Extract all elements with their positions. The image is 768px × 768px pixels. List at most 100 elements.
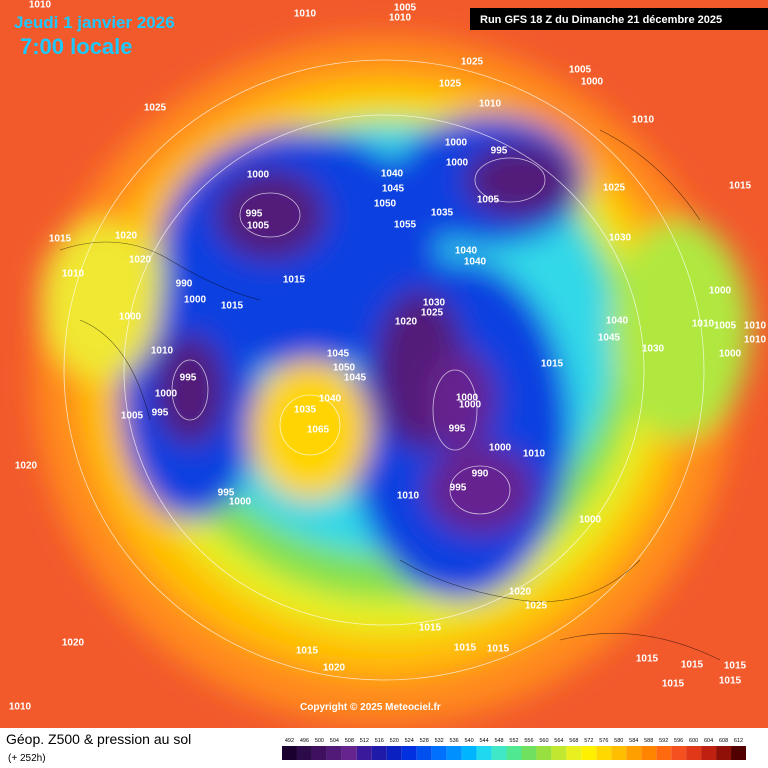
isobar-label: 1040	[381, 169, 404, 180]
isobar-label: 1055	[394, 220, 417, 231]
isobar-label: 1015	[221, 301, 244, 312]
isobar-label: 1000	[446, 158, 469, 169]
isobar-label: 1020	[15, 461, 38, 472]
isobar-label: 1005	[247, 221, 270, 232]
scale-swatch	[626, 746, 642, 760]
isobar-label: 1005	[714, 321, 737, 332]
scale-label: 520	[390, 738, 399, 744]
isobar-label: 1015	[541, 359, 564, 370]
scale-label: 572	[584, 738, 593, 744]
scale-swatch	[476, 746, 492, 760]
scale-swatch	[506, 746, 522, 760]
scale-label: 592	[659, 738, 668, 744]
isobar-label: 1010	[632, 115, 655, 126]
isobar-label: 1015	[49, 234, 72, 245]
isobar-label: 1000	[456, 393, 479, 404]
isobar-label: 1025	[421, 308, 444, 319]
isobar-label: 1000	[184, 295, 207, 306]
isobar-label: 1015	[724, 661, 747, 672]
isobar-label: 1015	[283, 275, 306, 286]
run-info: Run GFS 18 Z du Dimanche 21 décembre 202…	[480, 14, 722, 26]
scale-label: 496	[300, 738, 309, 744]
scale-swatch	[686, 746, 702, 760]
scale-swatch	[656, 746, 672, 760]
isobar-label: 995	[152, 408, 169, 419]
run-box	[470, 8, 768, 30]
isobar-label: 1010	[29, 0, 52, 11]
isobar-label: 1015	[419, 623, 442, 634]
scale-swatch	[311, 746, 327, 760]
scale-label: 576	[599, 738, 608, 744]
scale-label: 564	[554, 738, 563, 744]
isobar-label: 1000	[155, 389, 178, 400]
scale-label: 596	[674, 738, 683, 744]
color-scale: 492 496 500 504 508 512 516 520 524 528 532 536 540 5…	[282, 738, 746, 760]
scale-swatch	[371, 746, 387, 760]
scale-label: 508	[345, 738, 354, 744]
scale-swatch	[401, 746, 417, 760]
scale-label: 560	[539, 738, 548, 744]
isobar-label: 995	[449, 424, 466, 435]
isobar-label: 1015	[681, 660, 704, 671]
scale-swatch	[296, 746, 312, 760]
isobar-label: 1010	[62, 269, 85, 280]
isobar-label: 1025	[603, 183, 626, 194]
isobar-label: 1020	[62, 638, 85, 649]
scale-swatch	[282, 746, 297, 760]
scale-label: 568	[569, 738, 578, 744]
scale-label: 608	[719, 738, 728, 744]
isobar-label: 1005	[569, 65, 592, 76]
scale-label: 532	[435, 738, 444, 744]
isobar-label: 995	[450, 483, 467, 494]
scale-label: 540	[465, 738, 474, 744]
isobar-label: 1025	[525, 601, 548, 612]
isobar-label: 1010	[294, 9, 317, 20]
isobar-label: 1015	[636, 654, 659, 665]
scale-swatch	[731, 746, 746, 760]
scale-swatch	[356, 746, 372, 760]
isobar-label: 1020	[395, 317, 418, 328]
isobar-label: 990	[176, 279, 193, 290]
scale-label: 556	[524, 738, 533, 744]
isobar-label: 1005	[121, 411, 144, 422]
forecast-time: 7:00 locale	[20, 34, 133, 59]
isobar-label: 1040	[319, 394, 342, 405]
scale-swatch	[671, 746, 687, 760]
scale-label: 544	[479, 738, 488, 744]
isobar-label: 1040	[455, 246, 478, 257]
isobar-label: 1025	[439, 79, 462, 90]
isobar-label: 1010	[692, 319, 715, 330]
scale-swatch	[536, 746, 552, 760]
isobar-label: 1030	[609, 233, 632, 244]
scale-swatch	[491, 746, 507, 760]
scale-label: 492	[285, 738, 294, 744]
isobar-label: 1045	[382, 184, 405, 195]
isobar-label: 1000	[709, 286, 732, 297]
isobar-label: 1000	[719, 349, 742, 360]
copyright: Copyright © 2025 Meteociel.fr	[300, 702, 441, 713]
isobar-label: 1010	[479, 99, 502, 110]
isobar-label: 1000	[445, 138, 468, 149]
product-title: Géop. Z500 & pression au sol	[6, 731, 191, 747]
lead-time: (+ 252h)	[8, 753, 46, 764]
scale-swatch	[641, 746, 657, 760]
scale-label: 536	[450, 738, 459, 744]
isobar-label: 1050	[333, 363, 356, 374]
isobar-label: 1020	[115, 231, 138, 242]
isobar-label: 1020	[323, 663, 346, 674]
scale-swatch	[566, 746, 582, 760]
isobar-label: 1035	[294, 405, 317, 416]
isobar-label: 1030	[423, 298, 446, 309]
isobar-label: 1000	[119, 312, 142, 323]
scale-swatch	[326, 746, 342, 760]
isobar-label: 1000	[459, 400, 482, 411]
isobar-label: 995	[491, 146, 508, 157]
scale-swatch	[581, 746, 597, 760]
isobar-label: 1020	[129, 255, 152, 266]
scale-swatch	[701, 746, 717, 760]
isobar-label: 1030	[642, 344, 665, 355]
scale-label: 580	[614, 738, 623, 744]
isobar-label: 1035	[431, 208, 454, 219]
